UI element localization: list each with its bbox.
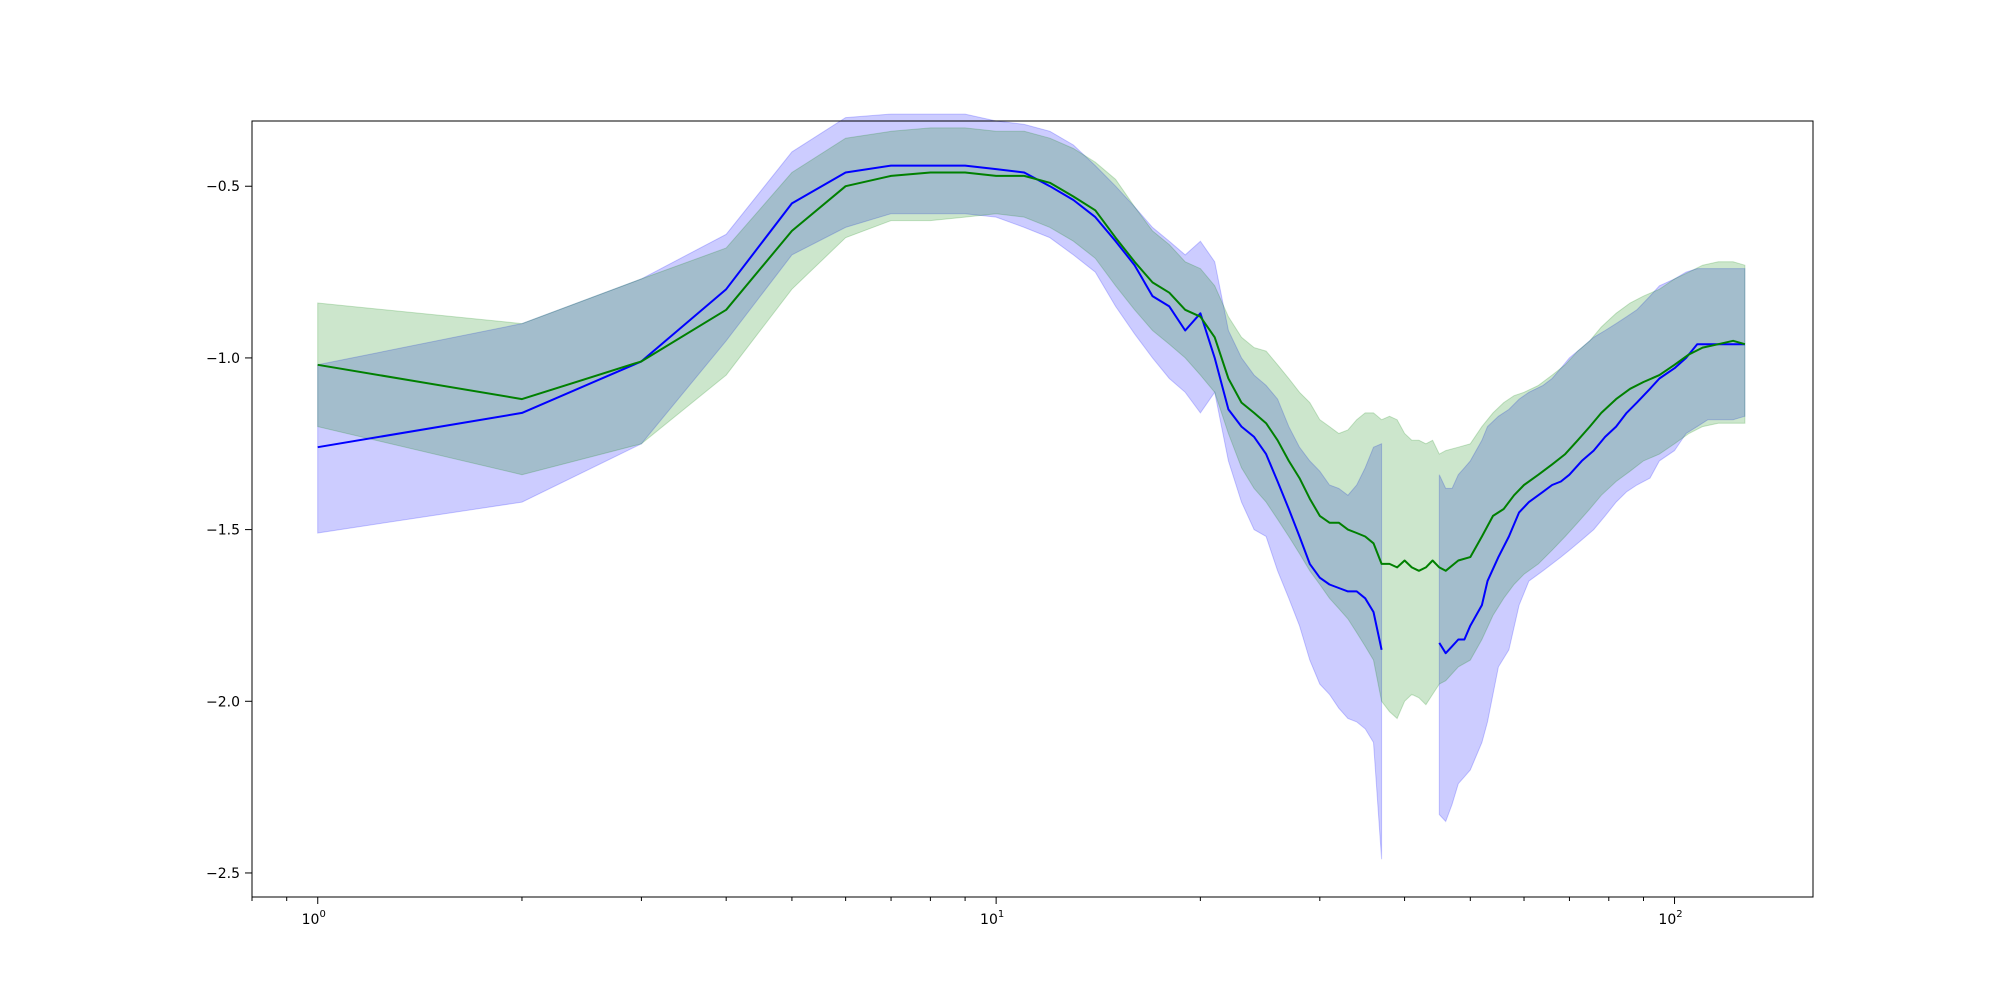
series-1-line-0 (317, 171, 1746, 572)
x-tick-label: 102 (1658, 909, 1682, 928)
x-tick-base: 10 (302, 912, 320, 928)
x-tick-base: 10 (1658, 912, 1676, 928)
x-tick-exponent: 1 (998, 909, 1004, 920)
series-0-line-1 (1438, 343, 1745, 655)
series-0-band-0 (317, 113, 1383, 860)
x-tick-exponent: 2 (1676, 909, 1682, 920)
y-axis: −0.5 −1.0 −1.5 −2.0 −2.5 (206, 179, 252, 882)
series-1-band-0 (317, 127, 1746, 720)
confidence-bands (317, 113, 1746, 860)
plot-frame (251, 120, 1814, 898)
y-tick-label: −1.0 (206, 351, 240, 367)
y-tick-label: −2.5 (206, 866, 240, 882)
x-axis: 100 101 102 (251, 897, 1683, 928)
series-0-line-0 (317, 164, 1383, 651)
y-tick-label: −2.0 (206, 694, 240, 710)
x-tick-label: 100 (302, 909, 326, 928)
y-tick-label: −0.5 (206, 179, 240, 195)
x-tick-label: 101 (980, 909, 1004, 928)
series-0-band-1 (1438, 268, 1746, 823)
x-tick-base: 10 (980, 912, 998, 928)
series-lines (317, 164, 1746, 655)
x-tick-exponent: 0 (319, 909, 325, 920)
y-tick-label: −1.5 (206, 523, 240, 539)
